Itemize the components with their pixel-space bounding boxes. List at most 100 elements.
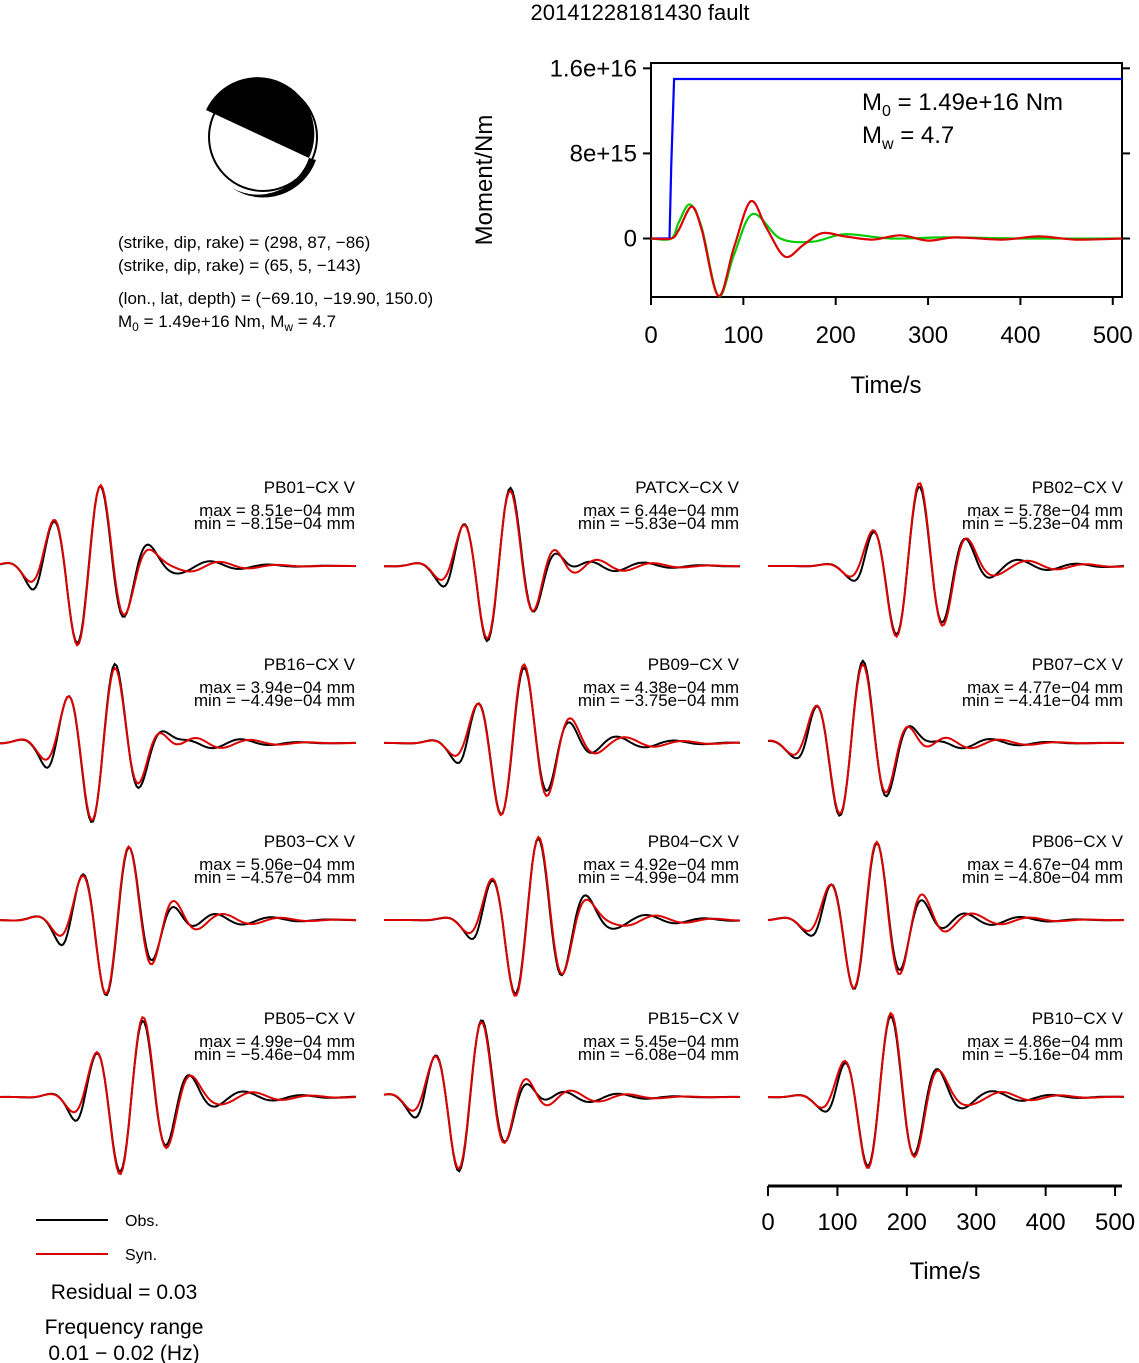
moment-xtick-label: 500 <box>1093 322 1133 349</box>
synthetic-trace <box>0 1015 357 1176</box>
station-max: max = 3.94e−04 mm <box>199 678 355 697</box>
synthetic-trace <box>768 482 1125 639</box>
synthetic-trace <box>0 666 356 821</box>
moment-axis-ticks: 0 8e+15 1.6e+16 0 100 200 300 400 500 <box>550 55 1133 349</box>
m0-mw-text: = 1.49e+16 Nm, M <box>139 312 285 331</box>
waveform-xtick-label: 300 <box>956 1209 996 1236</box>
station-max: max = 4.99e−04 mm <box>199 1032 355 1051</box>
station-min: min = −5.83e−04 mm <box>578 514 739 533</box>
station-max: max = 4.77e−04 mm <box>967 678 1123 697</box>
observed-trace <box>0 845 356 997</box>
synthetic-trace <box>0 483 356 647</box>
station-name: PATCX−CX V <box>635 478 739 497</box>
station-min: min = −5.16e−04 mm <box>962 1045 1123 1064</box>
station-min: min = −5.23e−04 mm <box>962 514 1123 533</box>
station-name: PB01−CX V <box>264 478 356 497</box>
station-name: PB15−CX V <box>648 1009 740 1028</box>
moment-m0-subscript: 0 <box>882 103 891 120</box>
strike-dip-rake-1: (strike, dip, rake) = (298, 87, −86) <box>118 233 370 252</box>
stf-red-curve <box>650 200 1123 298</box>
station-min: min = −6.08e−04 mm <box>578 1045 739 1064</box>
synthetic-trace <box>767 840 1124 990</box>
station-name: PB02−CX V <box>1032 478 1124 497</box>
mechanism-info: (strike, dip, rake) = (298, 87, −86) (st… <box>118 233 433 334</box>
moment-ytick-label: 8e+15 <box>570 140 637 167</box>
synthetic-trace <box>384 489 740 641</box>
station-max: max = 5.78e−04 mm <box>967 501 1123 520</box>
waveform-xtick-label: 400 <box>1026 1209 1066 1236</box>
moment-mw-annotation: Mw = 4.7 <box>862 122 954 153</box>
station-max: max = 4.67e−04 mm <box>967 855 1123 874</box>
station-max: max = 8.51e−04 mm <box>199 501 355 520</box>
waveform-time-axis: Time/s 0 100 200 300 400 500 <box>761 1184 1135 1285</box>
synthetic-trace <box>0 844 356 995</box>
station-name: PB10−CX V <box>1032 1009 1124 1028</box>
station-max: max = 5.45e−04 mm <box>583 1032 739 1051</box>
moment-xtick-label: 400 <box>1000 322 1040 349</box>
moment-mw-subscript: w <box>881 136 894 153</box>
strike-dip-rake-2: (strike, dip, rake) = (65, 5, −143) <box>118 256 361 275</box>
moment-series <box>650 77 1123 298</box>
moment-xlabel: Time/s <box>850 372 921 399</box>
station-min: min = −4.49e−04 mm <box>194 691 355 710</box>
waveform-xtick-label: 0 <box>761 1209 774 1236</box>
moment-mw-symbol: M <box>862 122 882 149</box>
lon-lat-depth: (lon., lat, depth) = (−69.10, −19.90, 15… <box>118 289 433 308</box>
synthetic-trace <box>384 835 741 997</box>
legend: Obs. Syn. <box>36 1213 159 1264</box>
station-name: PB04−CX V <box>648 832 740 851</box>
mw-subscript: w <box>283 320 293 334</box>
station-name: PB03−CX V <box>264 832 356 851</box>
station-min: min = −3.75e−04 mm <box>578 691 739 710</box>
legend-obs-label: Obs. <box>125 1213 159 1230</box>
waveform-xtick-label: 100 <box>817 1209 857 1236</box>
m0-symbol: M <box>118 312 132 331</box>
moment-m0-value: = 1.49e+16 Nm <box>891 89 1063 116</box>
waveform-xlabel: Time/s <box>909 1258 980 1285</box>
m0-mw-line: M0 = 1.49e+16 Nm, Mw = 4.7 <box>118 312 336 334</box>
synthetic-trace <box>383 662 740 817</box>
mw-text: = 4.7 <box>293 312 336 331</box>
moment-rate-panel: 08e+151.6e+160 100 200 300 400 500 Moment/Nm … <box>471 55 1133 399</box>
moment-ytick-label: 1.6e+16 <box>550 55 637 82</box>
moment-mw-value: = 4.7 <box>894 122 955 149</box>
synthetic-trace <box>767 662 1125 815</box>
moment-xtick-label: 0 <box>644 322 657 349</box>
waveform-xtick-label: 200 <box>887 1209 927 1236</box>
stf-green-curve <box>650 203 1123 298</box>
frequency-range-value: 0.01 − 0.02 (Hz) <box>48 1342 199 1363</box>
frequency-range-label: Frequency range <box>45 1316 204 1339</box>
station-min: min = −5.46e−04 mm <box>194 1045 355 1064</box>
station-max: max = 4.86e−04 mm <box>967 1032 1123 1051</box>
moment-xtick-label: 100 <box>723 322 763 349</box>
moment-plot-frame <box>650 62 1123 298</box>
station-min: min = −4.57e−04 mm <box>194 868 355 887</box>
beachball <box>206 77 318 198</box>
moment-ytick-label: 0 <box>624 226 637 253</box>
station-max: max = 5.06e−04 mm <box>199 855 355 874</box>
station-max: max = 6.44e−04 mm <box>583 501 739 520</box>
station-max: max = 4.38e−04 mm <box>583 678 739 697</box>
station-min: min = −4.41e−04 mm <box>962 691 1123 710</box>
station-name: PB05−CX V <box>264 1009 356 1028</box>
synthetic-trace <box>383 1020 740 1171</box>
station-min: min = −8.15e−04 mm <box>194 514 355 533</box>
station-max: max = 4.92e−04 mm <box>583 855 739 874</box>
moment-ylabel: Moment/Nm <box>471 115 498 246</box>
station-name: PB09−CX V <box>648 655 740 674</box>
moment-xtick-label: 200 <box>816 322 856 349</box>
